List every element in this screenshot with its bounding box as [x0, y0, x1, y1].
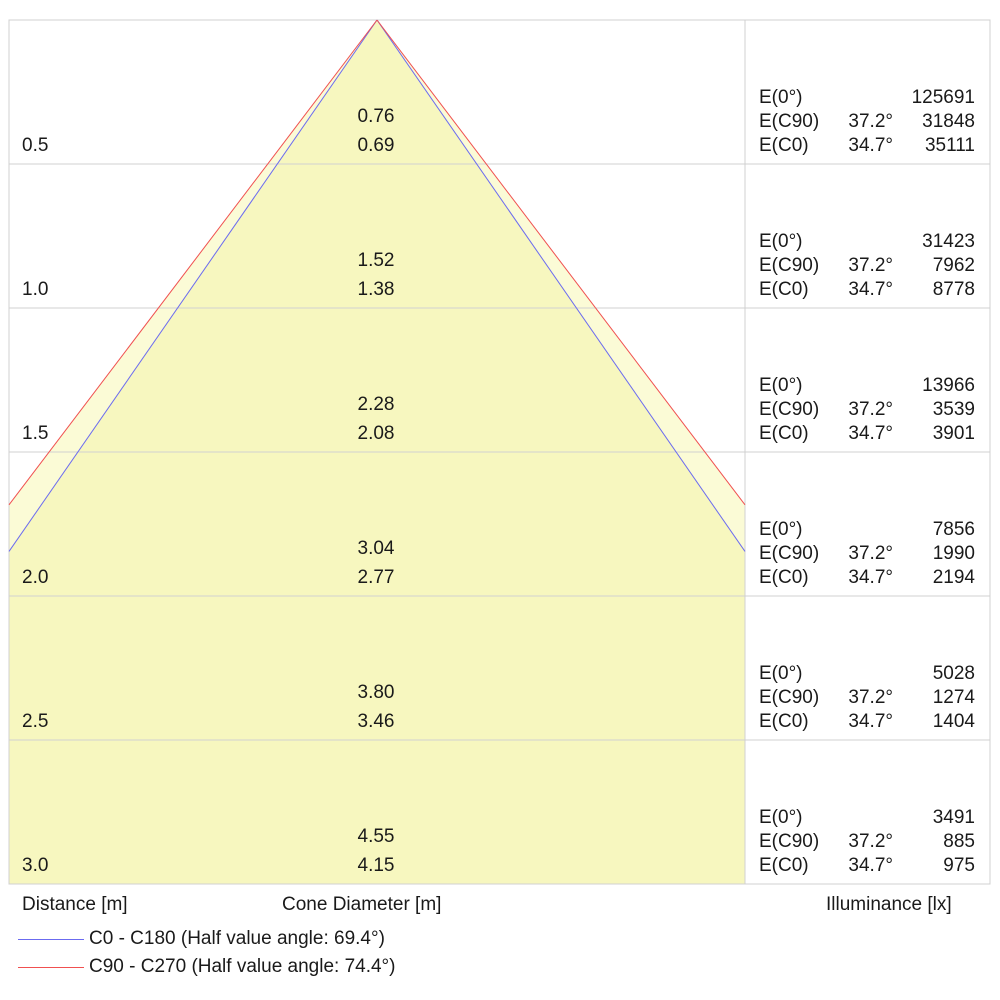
illuminance-ec0-angle: 34.7° — [848, 279, 893, 300]
illuminance-ec0-value: 35111 — [925, 135, 975, 156]
illuminance-ec90-label: E(C90) — [759, 111, 819, 132]
illuminance-ec0-label: E(C0) — [759, 711, 809, 732]
illuminance-ec90-label: E(C90) — [759, 543, 819, 564]
illuminance-ec0-angle: 34.7° — [848, 135, 893, 156]
illuminance-ec0-value: 2194 — [933, 567, 976, 588]
cone-diameter-c0: 2.77 — [358, 567, 395, 588]
illuminance-ec0-label: E(C0) — [759, 855, 809, 876]
illuminance-ec0-label: E(C0) — [759, 567, 809, 588]
illuminance-ec0-label: E(C0) — [759, 423, 809, 444]
illuminance-ec90-value: 1274 — [933, 687, 976, 708]
diameter-axis-label: Cone Diameter [m] — [282, 894, 442, 915]
cone-lines — [8, 19, 746, 552]
cone-diameter-c0: 4.15 — [358, 855, 395, 876]
distance-axis-label: Distance [m] — [22, 894, 128, 915]
distance-label: 3.0 — [22, 855, 48, 876]
cone-diameter-c90: 0.76 — [358, 106, 395, 127]
illuminance-ec90-angle: 37.2° — [848, 111, 893, 132]
illuminance-ec90-angle: 37.2° — [848, 831, 893, 852]
illuminance-e0-label: E(0°) — [759, 519, 803, 540]
illuminance-ec90-label: E(C90) — [759, 255, 819, 276]
illuminance-ec0-value: 3901 — [933, 423, 975, 444]
illuminance-ec0-angle: 34.7° — [848, 423, 893, 444]
illuminance-ec90-value: 31848 — [922, 111, 975, 132]
illuminance-ec0-angle: 34.7° — [848, 711, 893, 732]
distance-label: 1.0 — [22, 279, 48, 300]
cone-diameter-c90: 4.55 — [358, 826, 395, 847]
illuminance-e0-value: 3491 — [933, 807, 975, 828]
cone-diameter-c90: 3.04 — [358, 538, 395, 559]
illuminance-ec90-value: 885 — [943, 831, 975, 852]
legend-item-c90: C90 - C270 (Half value angle: 74.4°) — [18, 954, 396, 980]
legend-label-c90: C90 - C270 (Half value angle: 74.4°) — [89, 956, 396, 977]
distance-label: 2.5 — [22, 711, 48, 732]
illuminance-ec90-value: 3539 — [933, 399, 975, 420]
grid-lines — [8, 19, 991, 885]
distance-label: 2.0 — [22, 567, 48, 588]
illuminance-e0-label: E(0°) — [759, 231, 803, 252]
legend-item-c0: C0 - C180 (Half value angle: 69.4°) — [18, 926, 385, 952]
cone-diameter-c0: 3.46 — [358, 711, 395, 732]
cone-line-c90-left — [8, 19, 378, 506]
illuminance-ec90-value: 1990 — [933, 543, 975, 564]
cone-diameter-c90: 3.80 — [358, 682, 395, 703]
illuminance-e0-value: 31423 — [922, 231, 975, 252]
cone-diameter-c0: 1.38 — [358, 279, 395, 300]
cone-line-c0-right — [376, 19, 746, 552]
illuminance-ec90-value: 7962 — [933, 255, 975, 276]
illuminance-e0-value: 125691 — [912, 87, 975, 108]
legend: C0 - C180 (Half value angle: 69.4°) C90 … — [0, 922, 1000, 992]
illuminance-e0-label: E(0°) — [759, 375, 803, 396]
cone-diameter-c0: 0.69 — [358, 135, 395, 156]
illuminance-ec0-label: E(C0) — [759, 279, 809, 300]
illuminance-ec0-label: E(C0) — [759, 135, 809, 156]
illuminance-e0-value: 7856 — [933, 519, 975, 540]
row-labels: 0.5 0.76 0.69 E(0°) 125691 E(C90) 37.2° 31848 E(… — [22, 87, 975, 876]
cone-diameter-c90: 1.52 — [358, 250, 395, 271]
illuminance-e0-label: E(0°) — [759, 663, 803, 684]
distance-label: 0.5 — [22, 135, 48, 156]
cone-diameter-c0: 2.08 — [358, 423, 395, 444]
illuminance-ec0-angle: 34.7° — [848, 855, 893, 876]
illuminance-ec0-value: 975 — [943, 855, 975, 876]
illuminance-ec90-angle: 37.2° — [848, 399, 893, 420]
illuminance-e0-label: E(0°) — [759, 807, 803, 828]
illuminance-e0-label: E(0°) — [759, 87, 803, 108]
illuminance-ec90-label: E(C90) — [759, 399, 819, 420]
legend-label-c0: C0 - C180 (Half value angle: 69.4°) — [89, 928, 385, 949]
illuminance-ec90-angle: 37.2° — [848, 687, 893, 708]
cone-line-c0-left — [8, 19, 378, 552]
illuminance-axis-label: Illuminance [lx] — [826, 894, 952, 915]
legend-swatch-c90 — [18, 966, 84, 968]
cone-diameter-c90: 2.28 — [358, 394, 395, 415]
illuminance-ec0-value: 1404 — [933, 711, 976, 732]
illuminance-ec90-label: E(C90) — [759, 831, 819, 852]
cone-line-c90-right — [376, 19, 746, 506]
illuminance-e0-value: 13966 — [922, 375, 975, 396]
illuminance-ec90-angle: 37.2° — [848, 543, 893, 564]
illuminance-ec90-label: E(C90) — [759, 687, 819, 708]
illuminance-ec0-angle: 34.7° — [848, 567, 893, 588]
illuminance-ec90-angle: 37.2° — [848, 255, 893, 276]
cone-diagram: 0.5 0.76 0.69 E(0°) 125691 E(C90) 37.2° 31848 E(… — [8, 19, 991, 885]
legend-swatch-c0 — [18, 938, 84, 940]
illuminance-e0-value: 5028 — [933, 663, 975, 684]
distance-label: 1.5 — [22, 423, 48, 444]
illuminance-ec0-value: 8778 — [933, 279, 975, 300]
